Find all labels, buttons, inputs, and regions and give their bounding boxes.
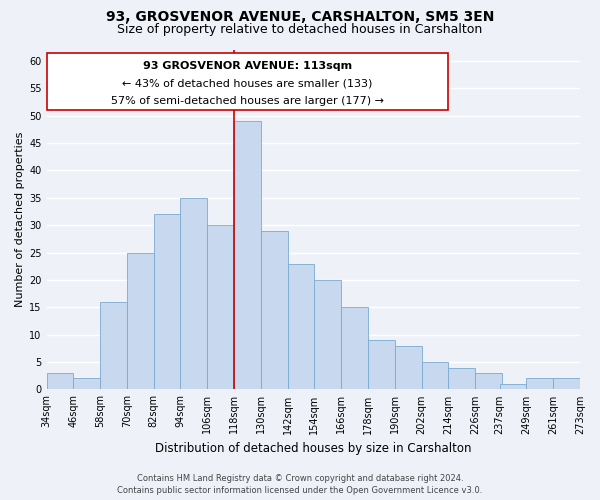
- X-axis label: Distribution of detached houses by size in Carshalton: Distribution of detached houses by size …: [155, 442, 472, 455]
- Bar: [261, 230, 287, 390]
- Text: Size of property relative to detached houses in Carshalton: Size of property relative to detached ho…: [118, 22, 482, 36]
- Bar: [368, 340, 395, 390]
- Bar: [475, 373, 502, 390]
- Text: Contains HM Land Registry data © Crown copyright and database right 2024.
Contai: Contains HM Land Registry data © Crown c…: [118, 474, 482, 495]
- Bar: [553, 378, 580, 390]
- Bar: [154, 214, 181, 390]
- Bar: [422, 362, 448, 390]
- Text: 57% of semi-detached houses are larger (177) →: 57% of semi-detached houses are larger (…: [111, 96, 384, 106]
- Text: ← 43% of detached houses are smaller (133): ← 43% of detached houses are smaller (13…: [122, 79, 373, 89]
- Bar: [73, 378, 100, 390]
- Bar: [526, 378, 553, 390]
- Bar: [234, 121, 261, 390]
- Bar: [500, 384, 526, 390]
- Bar: [127, 252, 154, 390]
- Text: 93 GROSVENOR AVENUE: 113sqm: 93 GROSVENOR AVENUE: 113sqm: [143, 62, 352, 72]
- Text: 93, GROSVENOR AVENUE, CARSHALTON, SM5 3EN: 93, GROSVENOR AVENUE, CARSHALTON, SM5 3E…: [106, 10, 494, 24]
- Bar: [207, 225, 234, 390]
- Bar: [341, 308, 368, 390]
- Bar: [395, 346, 422, 390]
- Y-axis label: Number of detached properties: Number of detached properties: [15, 132, 25, 308]
- Bar: [287, 264, 314, 390]
- FancyBboxPatch shape: [47, 52, 448, 110]
- Bar: [47, 373, 73, 390]
- Bar: [181, 198, 207, 390]
- Bar: [314, 280, 341, 390]
- Bar: [100, 302, 127, 390]
- Bar: [448, 368, 475, 390]
